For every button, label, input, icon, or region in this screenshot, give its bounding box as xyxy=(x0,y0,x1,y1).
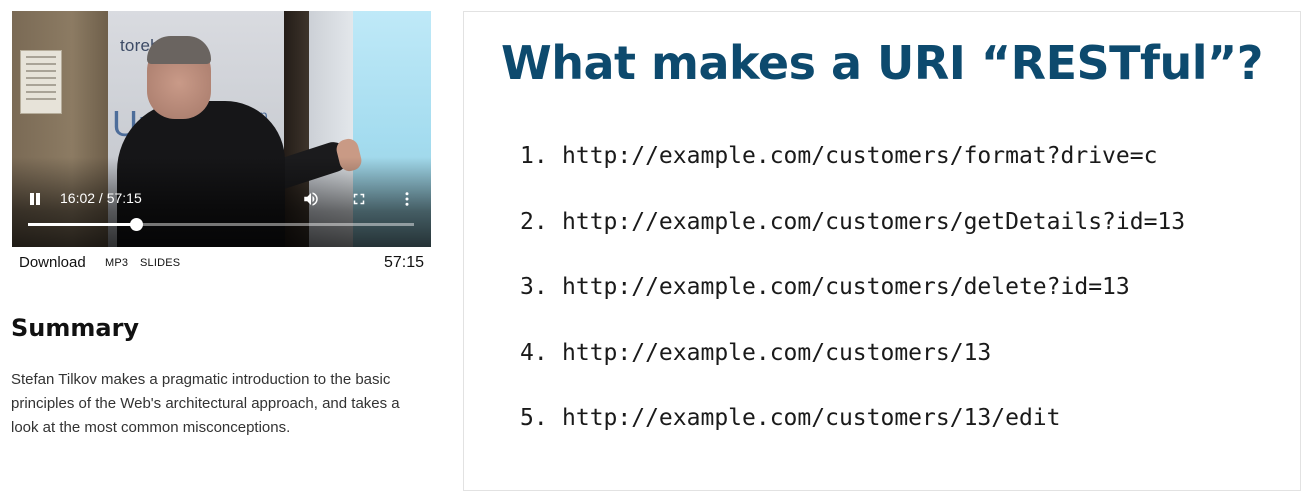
slide-item-url: http://example.com/customers/getDetails?… xyxy=(562,208,1186,235)
volume-icon[interactable] xyxy=(302,190,320,208)
player-controls: 16:02 / 57:15 xyxy=(12,187,431,211)
video-notice-paper xyxy=(20,50,62,114)
fullscreen-icon-svg xyxy=(353,193,365,205)
controls-gradient xyxy=(12,157,431,247)
volume-icon-svg xyxy=(304,192,318,206)
slide-item-url: http://example.com/customers/13 xyxy=(562,339,992,366)
video-player[interactable]: torebrand Un ap 16:02 / 57:15 xyxy=(12,11,431,247)
summary-heading: Summary xyxy=(11,314,140,342)
slide-item-number: 2. xyxy=(520,208,548,235)
slide-panel: What makes a URI “RESTful”? 1. http://exa… xyxy=(463,11,1301,491)
pause-icon[interactable] xyxy=(28,192,42,206)
time-display: 16:02 / 57:15 xyxy=(60,190,142,206)
slide-item-number: 3. xyxy=(520,274,548,300)
slide-item-number: 4. xyxy=(520,339,548,366)
slide-item-number: 5. xyxy=(520,405,548,431)
more-vert-icon-svg xyxy=(405,192,409,206)
download-mp3-link[interactable]: MP3 xyxy=(105,257,129,269)
progress-handle[interactable] xyxy=(130,218,144,231)
slide-list-item: 1. http://example.com/customers/format?dr… xyxy=(520,143,1185,209)
slide-url-list: 1. http://example.com/customers/format?dr… xyxy=(520,143,1185,471)
download-button[interactable]: Download xyxy=(19,254,86,271)
speaker-hair xyxy=(147,36,211,64)
download-row: Download MP3 SLIDES 57:15 xyxy=(19,253,424,273)
slide-item-url: http://example.com/customers/13/edit xyxy=(562,405,1061,431)
progress-bar[interactable] xyxy=(28,218,414,231)
slide-list-item: 3. http://example.com/customers/delete?id… xyxy=(520,274,1185,340)
slide-list-item: 5. http://example.com/customers/13/edit xyxy=(520,405,1185,471)
slide-list-item: 4. http://example.com/customers/13 xyxy=(520,340,1185,406)
download-slides-link[interactable]: SLIDES xyxy=(140,257,181,269)
slide-title: What makes a URI “RESTful”? xyxy=(501,36,1263,90)
summary-text: Stefan Tilkov makes a pragmatic introduc… xyxy=(11,371,400,436)
progress-fill xyxy=(28,223,137,226)
slide-list-item: 2. http://example.com/customers/getDetail… xyxy=(520,209,1185,275)
slide-item-number: 1. xyxy=(520,143,548,169)
slide-item-url: http://example.com/customers/format?driv… xyxy=(562,143,1158,169)
slide-item-url: http://example.com/customers/delete?id=1… xyxy=(562,274,1130,300)
video-duration: 57:15 xyxy=(383,254,424,271)
more-vert-icon[interactable] xyxy=(398,190,416,208)
fullscreen-icon[interactable] xyxy=(350,190,368,208)
